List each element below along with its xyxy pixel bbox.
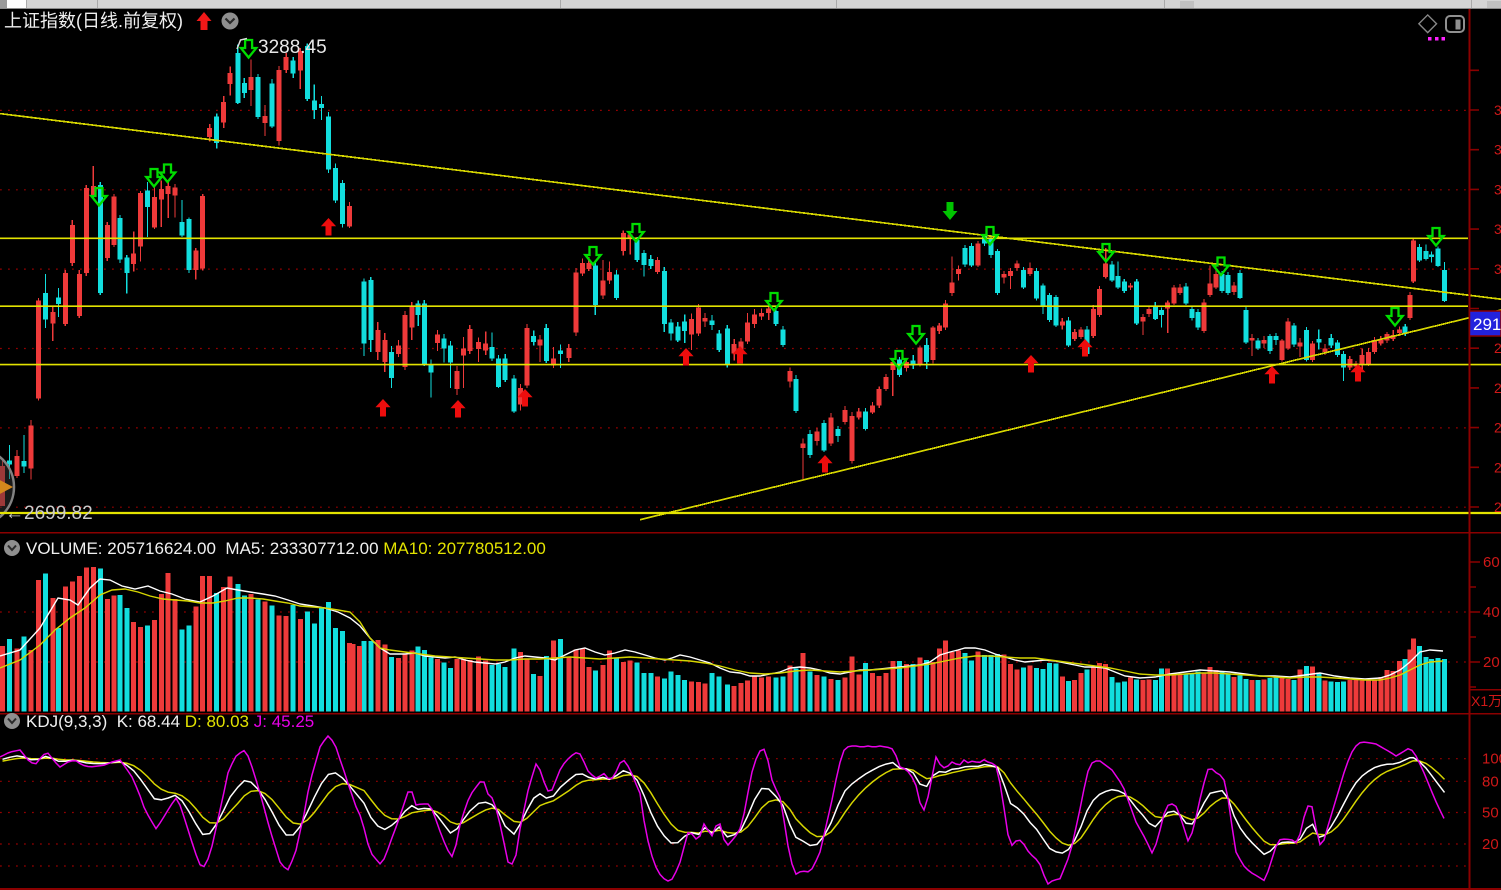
svg-text:3200.00: 3200.00 bbox=[1494, 102, 1501, 118]
svg-text:50: 50 bbox=[1482, 805, 1499, 822]
svg-text:60: 60 bbox=[1483, 554, 1500, 571]
svg-text:3150.00: 3150.00 bbox=[1494, 142, 1501, 158]
svg-text:2750.00: 2750.00 bbox=[1494, 459, 1501, 475]
svg-text:VOLUME: 205716624.00 MA5: 233: VOLUME: 205716624.00 MA5: 233307712.00 M… bbox=[26, 539, 546, 558]
svg-text:上证指数(日线.前复权): 上证指数(日线.前复权) bbox=[4, 11, 183, 31]
svg-text:40: 40 bbox=[1483, 604, 1500, 621]
svg-text:80: 80 bbox=[1482, 773, 1499, 790]
svg-text:2900.00: 2900.00 bbox=[1494, 340, 1501, 356]
svg-text:2850.00: 2850.00 bbox=[1494, 380, 1501, 396]
svg-text:3050.00: 3050.00 bbox=[1494, 221, 1501, 237]
svg-text:3288.45: 3288.45 bbox=[258, 37, 327, 58]
svg-text:20: 20 bbox=[1483, 654, 1500, 671]
svg-text:100: 100 bbox=[1482, 751, 1501, 768]
svg-text:2800.00: 2800.00 bbox=[1494, 420, 1501, 436]
svg-text:20: 20 bbox=[1482, 836, 1499, 853]
svg-text:KDJ(9,3,3) K: 68.44 D: 80.03: KDJ(9,3,3) K: 68.44 D: 80.03 J: 45.25 bbox=[26, 712, 314, 731]
svg-text:←2699.82: ←2699.82 bbox=[5, 503, 93, 524]
svg-text:2700.00: 2700.00 bbox=[1494, 499, 1501, 515]
svg-text:3100.00: 3100.00 bbox=[1494, 181, 1501, 197]
svg-text:X1万: X1万 bbox=[1471, 693, 1501, 709]
svg-text:3000.00: 3000.00 bbox=[1494, 261, 1501, 277]
